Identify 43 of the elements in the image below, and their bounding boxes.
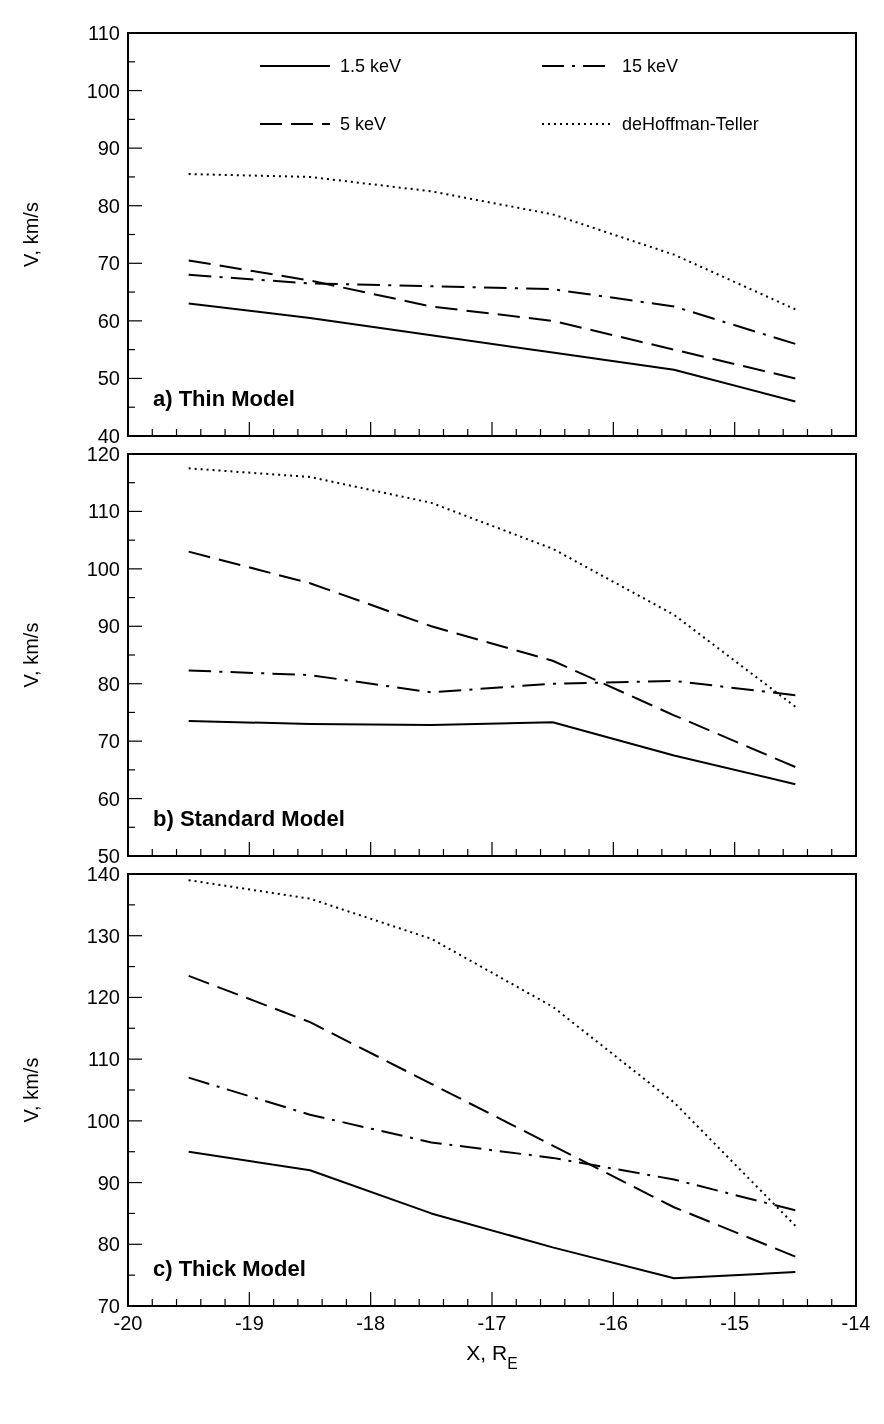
y-tick-label: 100 bbox=[86, 1109, 120, 1132]
line-series bbox=[187, 550, 797, 768]
line-series bbox=[187, 467, 797, 708]
line-series bbox=[187, 173, 797, 311]
line-series bbox=[187, 974, 797, 1258]
legend-label: 5 keV bbox=[340, 114, 387, 134]
y-tick-label: 80 bbox=[97, 672, 120, 695]
x-tick-label: -17 bbox=[477, 1312, 507, 1334]
x-tick-label: -15 bbox=[720, 1312, 750, 1334]
x-tick-label: -18 bbox=[356, 1312, 386, 1334]
legend-label: 15 keV bbox=[622, 56, 679, 76]
y-tick-label: 130 bbox=[86, 924, 120, 947]
y-tick-label: 60 bbox=[97, 309, 120, 332]
legend-label: deHoffman-Teller bbox=[622, 114, 759, 134]
annotation: a) Thin Model bbox=[153, 386, 295, 411]
y-tick-label: 100 bbox=[86, 557, 120, 580]
y-tick-label: 60 bbox=[97, 787, 120, 810]
y-axis-title: V, km/s bbox=[20, 202, 42, 267]
y-tick-label: 80 bbox=[97, 194, 120, 217]
legend-label: 1.5 keV bbox=[340, 56, 402, 76]
y-tick-label: 90 bbox=[97, 137, 120, 160]
y-tick-label: 90 bbox=[97, 615, 120, 638]
y-tick-label: 70 bbox=[97, 252, 120, 275]
line-series bbox=[187, 720, 797, 786]
y-tick-label: 110 bbox=[88, 500, 120, 523]
y-tick-label: 110 bbox=[88, 1048, 120, 1071]
line-series bbox=[187, 259, 797, 380]
x-tick-label: -19 bbox=[234, 1312, 264, 1334]
y-axis-title: V, km/s bbox=[20, 622, 42, 688]
y-axis-title: V, km/s bbox=[20, 1057, 42, 1123]
y-tick-label: 110 bbox=[88, 22, 120, 44]
y-tick-label: 80 bbox=[97, 1233, 120, 1256]
y-tick-label: 90 bbox=[97, 1171, 120, 1194]
annotation: c) Thick Model bbox=[153, 1256, 306, 1281]
annotation: b) Standard Model bbox=[153, 806, 345, 831]
y-tick-label: 50 bbox=[97, 367, 120, 390]
y-tick-label: 100 bbox=[86, 79, 120, 102]
x-axis-title: X, R$_{E}$ bbox=[466, 1341, 518, 1372]
x-tick-label: -16 bbox=[598, 1312, 628, 1334]
line-series bbox=[187, 879, 797, 1227]
y-tick-label: 120 bbox=[86, 986, 120, 1009]
x-tick-label: -14 bbox=[841, 1312, 871, 1334]
y-tick-label: 70 bbox=[97, 730, 120, 753]
